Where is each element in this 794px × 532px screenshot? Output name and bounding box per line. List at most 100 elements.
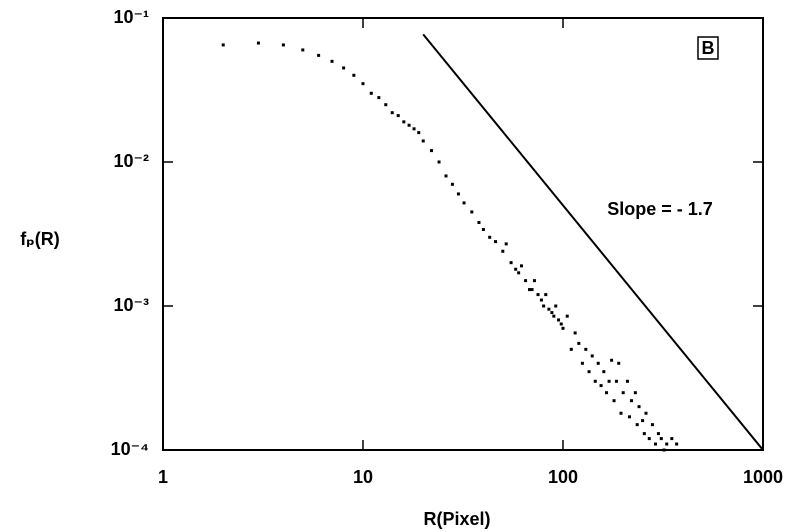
data-point (550, 311, 554, 315)
data-point (402, 120, 406, 124)
data-point (610, 358, 614, 362)
data-point (396, 114, 400, 118)
data-point (342, 66, 346, 70)
data-point (317, 53, 321, 57)
data-point (536, 293, 540, 297)
data-point (580, 361, 584, 365)
data-point (429, 149, 433, 153)
x-axis-label: R(Pixel) (423, 509, 490, 529)
data-point (504, 242, 508, 246)
data-point (557, 318, 561, 322)
data-point (494, 240, 498, 244)
data-point (587, 370, 591, 374)
data-point (519, 264, 523, 268)
fit-line (422, 33, 764, 451)
data-point (633, 391, 637, 395)
data-point (377, 96, 381, 100)
data-point (614, 379, 618, 383)
data-point (627, 415, 631, 419)
y-tick-label: 10⁻³ (113, 295, 149, 315)
data-point (412, 127, 416, 131)
data-point (352, 73, 356, 77)
data-point (596, 361, 600, 365)
data-point (532, 279, 536, 283)
y-tick-label: 10⁻¹ (113, 7, 149, 27)
data-point (462, 201, 466, 205)
data-point (599, 384, 603, 388)
x-tick-label: 1000 (743, 467, 783, 487)
data-point (590, 354, 594, 358)
data-point (612, 399, 616, 403)
data-point (488, 235, 492, 239)
data-point (417, 131, 421, 135)
y-axis-label: fₚ(R) (20, 229, 60, 249)
data-point (407, 123, 411, 127)
data-point (653, 442, 657, 446)
data-point (573, 331, 577, 335)
data-point (528, 288, 532, 292)
data-point (641, 419, 645, 423)
x-tick-label: 10 (353, 467, 373, 487)
data-point (390, 111, 394, 115)
data-point (552, 314, 556, 318)
data-point (509, 261, 513, 265)
data-point (256, 41, 260, 45)
data-point (629, 399, 633, 403)
data-point (547, 307, 551, 311)
data-point (444, 174, 448, 178)
data-point (635, 423, 639, 427)
data-point (642, 432, 646, 436)
data-point (577, 341, 581, 345)
data-point (644, 411, 648, 415)
data-point (647, 437, 651, 441)
data-point (621, 391, 625, 395)
data-point (675, 442, 679, 446)
data-point (369, 91, 373, 95)
data-point (554, 304, 558, 308)
data-point (514, 267, 518, 271)
data-point (665, 442, 669, 446)
data-point (650, 423, 654, 427)
data-point (421, 139, 425, 143)
panel-label: B (702, 38, 715, 58)
data-point (625, 379, 629, 383)
data-point (544, 293, 548, 297)
data-point (565, 314, 569, 318)
data-point (637, 405, 641, 409)
data-point (619, 411, 623, 415)
y-tick-label: 10⁻² (113, 151, 149, 171)
data-point (481, 227, 485, 231)
panel-label-box (697, 36, 719, 60)
data-point (384, 103, 388, 107)
data-point (524, 279, 528, 283)
data-point (456, 192, 460, 196)
data-point (662, 448, 666, 452)
plot-frame (162, 17, 764, 451)
data-point (361, 82, 365, 86)
data-point (517, 271, 521, 275)
data-point (470, 210, 474, 214)
data-point (617, 361, 621, 365)
data-point (221, 43, 225, 47)
annotation: Slope = - 1.7 (607, 199, 713, 219)
data-point (607, 379, 611, 383)
data-point (593, 379, 597, 383)
data-point (539, 298, 543, 302)
data-point (569, 347, 573, 351)
data-point (530, 288, 534, 292)
data-point (659, 437, 663, 441)
data-point (584, 347, 588, 351)
data-point (330, 59, 334, 63)
x-tick-label: 1 (158, 467, 168, 487)
data-point (477, 221, 481, 225)
data-point (437, 160, 441, 164)
y-tick-label: 10⁻⁴ (111, 439, 149, 459)
data-point (561, 326, 565, 330)
x-tick-label: 100 (548, 467, 578, 487)
data-point (604, 391, 608, 395)
data-point (670, 437, 674, 441)
data-point (542, 304, 546, 308)
data-point (450, 182, 454, 186)
data-point (559, 322, 563, 326)
